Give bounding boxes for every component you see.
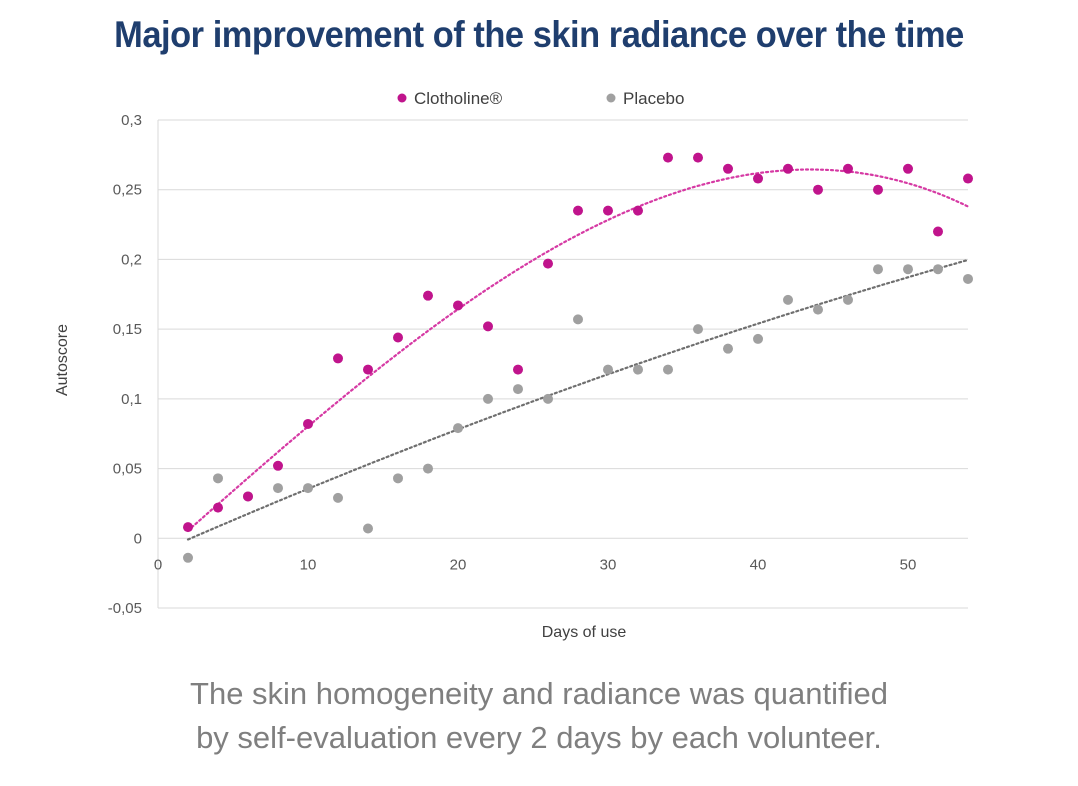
y-tick-labels: -0,05 0 0,05 0,1 0,15 0,2 0,25 0,3 bbox=[108, 112, 142, 617]
data-point-clotholine bbox=[603, 205, 613, 216]
data-point-clotholine bbox=[573, 205, 583, 216]
trendline-clotholine bbox=[186, 168, 970, 532]
data-point-clotholine bbox=[423, 290, 433, 301]
data-point-placebo bbox=[543, 393, 553, 404]
data-point-placebo bbox=[513, 384, 523, 395]
data-point-clotholine bbox=[333, 353, 343, 364]
x-tick-label: 40 bbox=[750, 556, 767, 573]
data-point-clotholine bbox=[873, 184, 883, 195]
data-point-placebo bbox=[483, 393, 493, 404]
trendlines bbox=[186, 168, 970, 541]
data-point-clotholine bbox=[393, 332, 403, 343]
chart-title: Major improvement of the skin radiance o… bbox=[114, 14, 964, 55]
y-tick-label: 0,3 bbox=[121, 112, 142, 129]
data-point-placebo bbox=[363, 523, 373, 534]
data-point-clotholine bbox=[363, 364, 373, 375]
data-point-clotholine bbox=[183, 522, 193, 533]
data-point-clotholine bbox=[963, 173, 973, 184]
x-tick-label: 50 bbox=[900, 556, 917, 573]
y-tick-label: 0,25 bbox=[113, 182, 142, 199]
data-point-placebo bbox=[453, 423, 463, 434]
data-point-placebo bbox=[273, 483, 283, 494]
legend: Clotholine® Placebo bbox=[397, 89, 684, 108]
y-axis-label: Autoscore bbox=[54, 324, 71, 396]
data-point-clotholine bbox=[753, 173, 763, 184]
y-tick-label: 0,05 bbox=[113, 461, 142, 478]
data-point-placebo bbox=[813, 304, 823, 315]
data-point-clotholine bbox=[483, 321, 493, 332]
legend-marker-clotholine bbox=[397, 93, 407, 103]
data-point-placebo bbox=[753, 333, 763, 344]
caption-line-2: by self-evaluation every 2 days by each … bbox=[196, 720, 882, 755]
data-point-placebo bbox=[633, 364, 643, 375]
data-point-clotholine bbox=[783, 163, 793, 174]
data-point-placebo bbox=[303, 483, 313, 494]
data-point-placebo bbox=[573, 314, 583, 325]
data-point-placebo bbox=[423, 463, 433, 474]
data-point-placebo bbox=[903, 264, 913, 275]
legend-label-clotholine: Clotholine® bbox=[414, 89, 503, 108]
data-point-placebo bbox=[213, 473, 223, 484]
data-point-placebo bbox=[663, 364, 673, 375]
data-point-placebo bbox=[183, 552, 193, 563]
data-point-clotholine bbox=[843, 163, 853, 174]
data-point-clotholine bbox=[933, 226, 943, 237]
data-points bbox=[183, 152, 973, 563]
data-point-placebo bbox=[963, 273, 973, 284]
data-point-clotholine bbox=[453, 300, 463, 311]
y-tick-label: 0,15 bbox=[113, 321, 142, 338]
data-point-clotholine bbox=[273, 460, 283, 471]
trendline-placebo bbox=[186, 258, 970, 541]
caption: The skin homogeneity and radiance was qu… bbox=[0, 672, 1078, 760]
x-tick-label: 20 bbox=[450, 556, 467, 573]
x-axis-label: Days of use bbox=[542, 624, 627, 641]
data-point-clotholine bbox=[243, 491, 253, 502]
data-point-clotholine bbox=[633, 205, 643, 216]
data-point-clotholine bbox=[513, 364, 523, 375]
x-tick-label: 10 bbox=[300, 556, 317, 573]
data-point-placebo bbox=[933, 264, 943, 275]
data-point-clotholine bbox=[723, 163, 733, 174]
gridlines bbox=[157, 119, 968, 609]
data-point-placebo bbox=[723, 343, 733, 354]
x-tick-label: 30 bbox=[600, 556, 617, 573]
data-point-placebo bbox=[693, 324, 703, 335]
data-point-clotholine bbox=[213, 502, 223, 513]
y-tick-label: -0,05 bbox=[108, 600, 142, 617]
data-point-placebo bbox=[603, 364, 613, 375]
data-point-clotholine bbox=[813, 184, 823, 195]
data-point-placebo bbox=[843, 294, 853, 305]
caption-line-1: The skin homogeneity and radiance was qu… bbox=[190, 676, 888, 711]
data-point-clotholine bbox=[543, 258, 553, 269]
y-tick-label: 0,2 bbox=[121, 251, 142, 268]
data-point-placebo bbox=[393, 473, 403, 484]
data-point-clotholine bbox=[693, 152, 703, 163]
data-point-clotholine bbox=[663, 152, 673, 163]
y-tick-label: 0 bbox=[134, 530, 142, 547]
data-point-clotholine bbox=[303, 418, 313, 429]
data-point-placebo bbox=[333, 492, 343, 503]
y-tick-label: 0,1 bbox=[121, 391, 142, 408]
legend-label-placebo: Placebo bbox=[623, 89, 684, 108]
data-point-placebo bbox=[783, 294, 793, 305]
legend-marker-placebo bbox=[606, 93, 616, 103]
x-tick-labels: 0 10 20 30 40 50 bbox=[154, 556, 917, 573]
data-point-clotholine bbox=[903, 163, 913, 174]
x-tick-label: 0 bbox=[154, 556, 162, 573]
data-point-placebo bbox=[873, 264, 883, 275]
